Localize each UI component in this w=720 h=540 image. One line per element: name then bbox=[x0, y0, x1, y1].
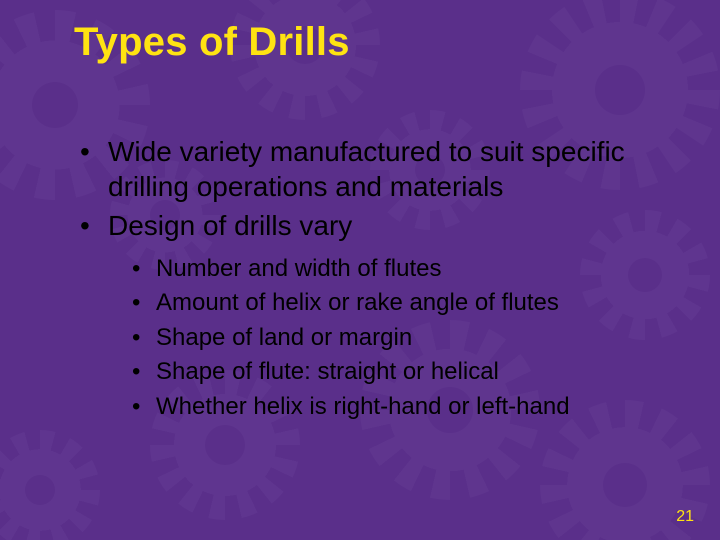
slide-content: Wide variety manufactured to suit specif… bbox=[74, 134, 690, 427]
gear-icon bbox=[0, 430, 100, 540]
gear-hole bbox=[205, 425, 245, 465]
bullet-level2-item: Whether helix is right-hand or left-hand bbox=[126, 391, 690, 423]
bullet-list-level2: Number and width of flutesAmount of heli… bbox=[108, 253, 690, 423]
bullet-level2-item: Shape of flute: straight or helical bbox=[126, 356, 690, 388]
bullet-level1-item: Wide variety manufactured to suit specif… bbox=[74, 134, 690, 204]
slide-title: Types of Drills bbox=[74, 20, 350, 65]
bullet-list-level1: Wide variety manufactured to suit specif… bbox=[74, 134, 690, 423]
bullet-level1-item: Design of drills vary Number and width of… bbox=[74, 208, 690, 423]
bullet-level1-text: Design of drills vary bbox=[108, 210, 352, 241]
page-number: 21 bbox=[676, 508, 694, 526]
gear-hole bbox=[603, 463, 647, 507]
bullet-level1-text: Wide variety manufactured to suit specif… bbox=[108, 136, 625, 202]
bullet-level2-item: Number and width of flutes bbox=[126, 253, 690, 285]
gear-hole bbox=[32, 82, 78, 128]
gear-hole bbox=[25, 475, 55, 505]
bullet-level2-item: Shape of land or margin bbox=[126, 322, 690, 354]
bullet-level2-item: Amount of helix or rake angle of flutes bbox=[126, 287, 690, 319]
gear-hole bbox=[595, 65, 645, 115]
slide: Types of Drills Wide variety manufacture… bbox=[0, 0, 720, 540]
